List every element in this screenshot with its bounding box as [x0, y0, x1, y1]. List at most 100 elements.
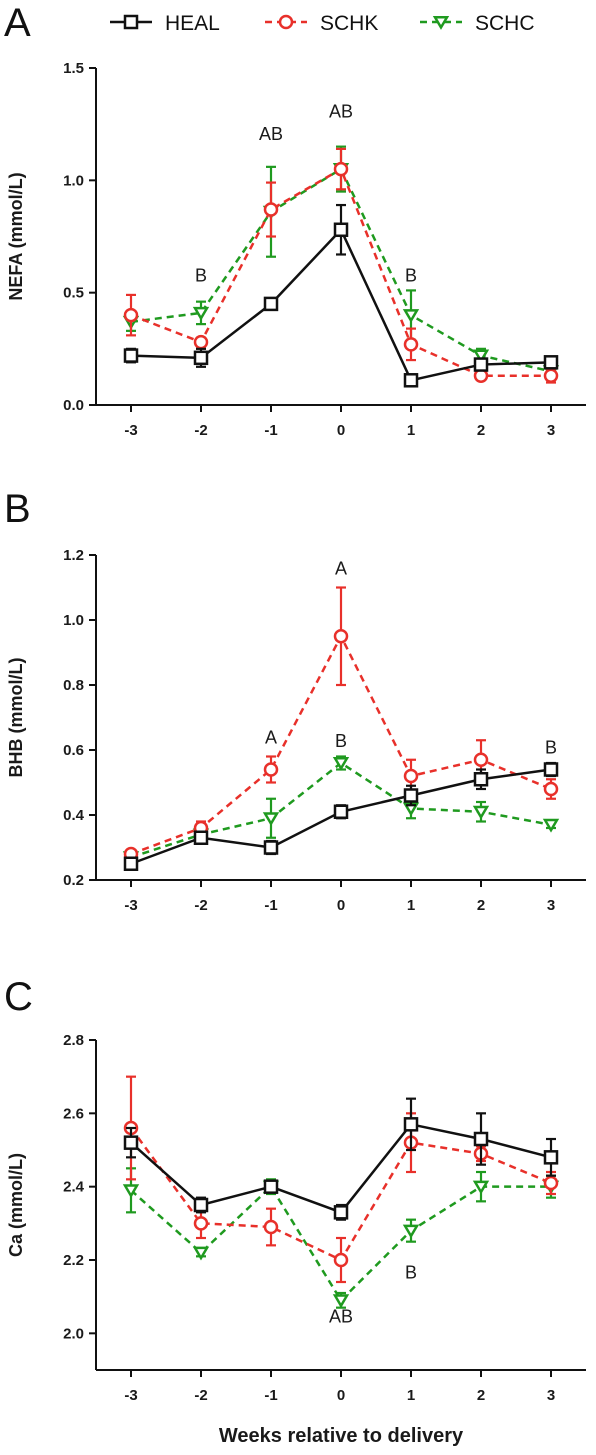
x-tick-label: 3 — [547, 422, 555, 439]
data-point — [403, 788, 419, 803]
data-point — [543, 781, 559, 797]
data-point — [263, 1179, 279, 1194]
y-tick-label: 1.5 — [63, 60, 84, 77]
data-point — [333, 161, 349, 177]
legend-marker — [123, 14, 139, 30]
data-point — [333, 629, 349, 644]
y-tick-label: 2.2 — [63, 1252, 84, 1269]
data-point — [263, 1219, 279, 1235]
data-point — [263, 840, 279, 855]
data-point — [402, 1224, 420, 1239]
data-point — [543, 1150, 559, 1165]
data-point — [123, 1135, 139, 1150]
legend-item-heal: HEAL — [110, 12, 220, 35]
data-point — [403, 1117, 419, 1132]
x-tick-label: 0 — [337, 1387, 345, 1404]
data-point — [403, 373, 419, 388]
annotation: B — [405, 265, 417, 285]
data-point — [193, 1216, 209, 1231]
y-tick-label: 2.4 — [63, 1179, 85, 1196]
x-axis-label: Weeks relative to delivery — [219, 1425, 464, 1447]
data-point — [123, 856, 139, 871]
data-point — [403, 768, 419, 784]
y-axis-label: BHB (mmol/L) — [6, 658, 26, 778]
data-point — [473, 357, 489, 372]
data-point — [193, 830, 209, 845]
x-tick-label: 3 — [547, 1387, 555, 1404]
x-tick-label: -1 — [264, 1387, 277, 1404]
data-point — [473, 1131, 489, 1147]
x-tick-label: -2 — [194, 422, 207, 439]
series-heal — [123, 1097, 559, 1221]
legend-item-schc: SCHC — [420, 12, 535, 35]
x-tick-label: 1 — [407, 422, 415, 439]
series-heal — [123, 761, 559, 871]
data-point — [192, 1246, 210, 1261]
data-point — [473, 772, 489, 787]
annotation: B — [195, 265, 207, 285]
x-tick-label: 1 — [407, 1387, 415, 1404]
y-tick-label: 2.0 — [63, 1325, 84, 1342]
data-point — [193, 1197, 209, 1213]
data-point — [193, 350, 209, 366]
y-tick-label: 0.2 — [63, 872, 84, 889]
y-tick-label: 0.6 — [63, 742, 84, 759]
annotation: A — [265, 728, 277, 748]
x-tick-label: -3 — [124, 1387, 137, 1404]
data-point — [262, 812, 280, 827]
data-point — [542, 818, 560, 833]
data-point — [472, 349, 490, 364]
data-point — [472, 805, 490, 820]
y-tick-label: 1.0 — [63, 172, 84, 189]
x-tick-label: 0 — [337, 422, 345, 439]
x-tick-label: 1 — [407, 897, 415, 914]
annotation: AB — [329, 1306, 353, 1326]
data-point — [402, 309, 420, 323]
x-tick-label: -3 — [124, 422, 137, 439]
data-point — [263, 296, 279, 312]
series-schk — [123, 1075, 559, 1284]
y-tick-label: 0.0 — [63, 397, 84, 414]
data-point — [543, 368, 559, 384]
y-tick-label: 0.5 — [63, 285, 84, 302]
annotation: AB — [259, 124, 283, 144]
data-point — [123, 307, 139, 323]
y-tick-label: 1.0 — [63, 612, 84, 629]
data-point — [333, 1252, 349, 1268]
data-point — [543, 762, 559, 777]
panel-label: C — [4, 975, 33, 1019]
panel-b: B 0.2 0.4 0.6 0.8 1.0 1.2 -3 -2 -1 0 1 2 3 BHB (mmol/L… — [4, 487, 586, 914]
x-tick-label: 2 — [477, 1387, 485, 1404]
legend-item-schk: SCHK — [265, 12, 378, 35]
legend-marker — [278, 14, 294, 30]
series-heal — [123, 203, 559, 388]
annotation: B — [545, 737, 557, 757]
annotation: A — [335, 559, 347, 579]
data-point — [543, 1175, 559, 1191]
legend-label: HEAL — [165, 12, 220, 35]
data-point — [543, 355, 559, 370]
x-tick-label: -1 — [264, 422, 277, 439]
panel-label: B — [4, 487, 31, 531]
x-tick-label: 2 — [477, 422, 485, 439]
series-schk — [123, 147, 559, 384]
y-tick-label: 2.8 — [63, 1032, 84, 1049]
annotation: B — [335, 731, 347, 751]
x-tick-label: -2 — [194, 1387, 207, 1404]
data-point — [193, 334, 209, 350]
legend: HEAL SCHK SCHC — [110, 12, 535, 35]
x-tick-label: 2 — [477, 897, 485, 914]
x-tick-label: -1 — [264, 897, 277, 914]
data-point — [122, 1184, 140, 1199]
data-point — [192, 306, 210, 321]
x-tick-label: -2 — [194, 897, 207, 914]
annotation: B — [405, 1262, 417, 1282]
y-axis-label: Ca (mmol/L) — [6, 1153, 26, 1257]
data-point — [403, 337, 419, 352]
legend-label: SCHC — [475, 12, 535, 35]
data-point — [263, 202, 279, 217]
legend-marker — [432, 15, 450, 30]
data-point — [263, 762, 279, 777]
data-point — [332, 1294, 350, 1309]
